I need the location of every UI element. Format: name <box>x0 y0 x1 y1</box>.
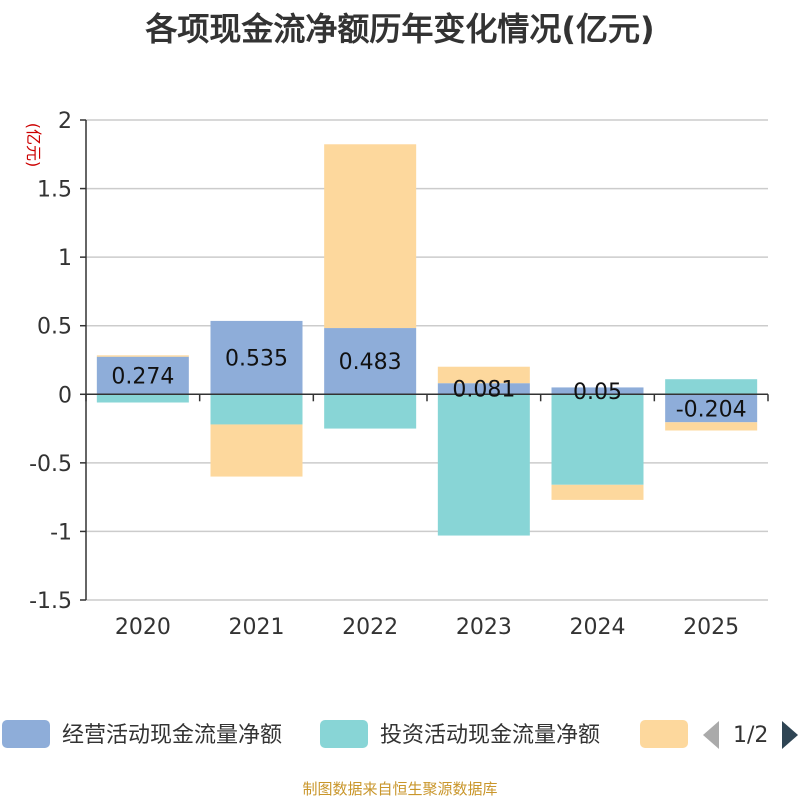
bar-series2-2021[interactable] <box>210 394 303 425</box>
bar-series2-2023[interactable] <box>437 394 530 536</box>
data-label: 0.081 <box>452 378 515 403</box>
x-tick-label: 2024 <box>570 615 626 640</box>
bar-series2-2020[interactable] <box>96 394 189 403</box>
x-tick-label: 2023 <box>456 615 512 640</box>
y-axis-label: (亿元) <box>24 123 43 168</box>
bar-series2-2022[interactable] <box>324 394 417 429</box>
bar-series3-2022[interactable] <box>324 144 417 329</box>
legend-label-1[interactable]: 经营活动现金流量净额 <box>62 723 282 748</box>
y-tick-label: -0.5 <box>29 452 72 477</box>
bar-series3-2020[interactable] <box>96 355 189 357</box>
data-label: 0.535 <box>225 347 288 372</box>
bar-series1-2024[interactable] <box>551 387 644 395</box>
bar-series1-2025[interactable] <box>665 394 758 423</box>
legend-page-indicator: 1/2 <box>733 723 768 748</box>
data-label: 0.05 <box>573 380 622 405</box>
x-tick-label: 2021 <box>229 615 285 640</box>
bar-series3-2021[interactable] <box>210 424 303 477</box>
x-tick-label: 2025 <box>683 615 739 640</box>
bar-series1-2022[interactable] <box>324 328 417 395</box>
y-tick-label: -1.5 <box>29 589 72 614</box>
x-tick-label: 2020 <box>115 615 171 640</box>
bar-series3-2023[interactable] <box>437 366 530 384</box>
legend-swatch-3[interactable] <box>640 720 688 748</box>
legend-prev-icon[interactable] <box>703 721 719 749</box>
data-label: 0.483 <box>339 350 402 375</box>
y-tick-label: 2 <box>58 109 72 134</box>
data-label: -0.204 <box>676 397 747 422</box>
x-tick-label: 2022 <box>342 615 398 640</box>
y-tick-label: 1 <box>58 246 72 271</box>
bar-series1-2023[interactable] <box>437 383 530 395</box>
data-label: 0.274 <box>111 364 174 389</box>
y-tick-label: 0.5 <box>37 315 72 340</box>
bar-series3-2025[interactable] <box>665 422 758 431</box>
data-source-note: 制图数据来自恒生聚源数据库 <box>302 780 498 798</box>
chart-title: 各项现金流净额历年变化情况(亿元) <box>145 10 655 48</box>
legend-swatch-1[interactable] <box>2 720 50 748</box>
bar-series2-2025[interactable] <box>665 379 758 395</box>
y-tick-label: 0 <box>58 383 72 408</box>
legend-swatch-2[interactable] <box>320 720 368 748</box>
bar-series2-2024[interactable] <box>551 394 644 485</box>
bar-series1-2021[interactable] <box>210 320 303 395</box>
legend-next-icon[interactable] <box>782 721 798 749</box>
bar-series1-2020[interactable] <box>96 356 189 395</box>
y-tick-label: 1.5 <box>37 178 72 203</box>
bar-series3-2024[interactable] <box>551 484 644 500</box>
y-tick-label: -1 <box>50 520 72 545</box>
legend-label-2[interactable]: 投资活动现金流量净额 <box>380 723 600 748</box>
